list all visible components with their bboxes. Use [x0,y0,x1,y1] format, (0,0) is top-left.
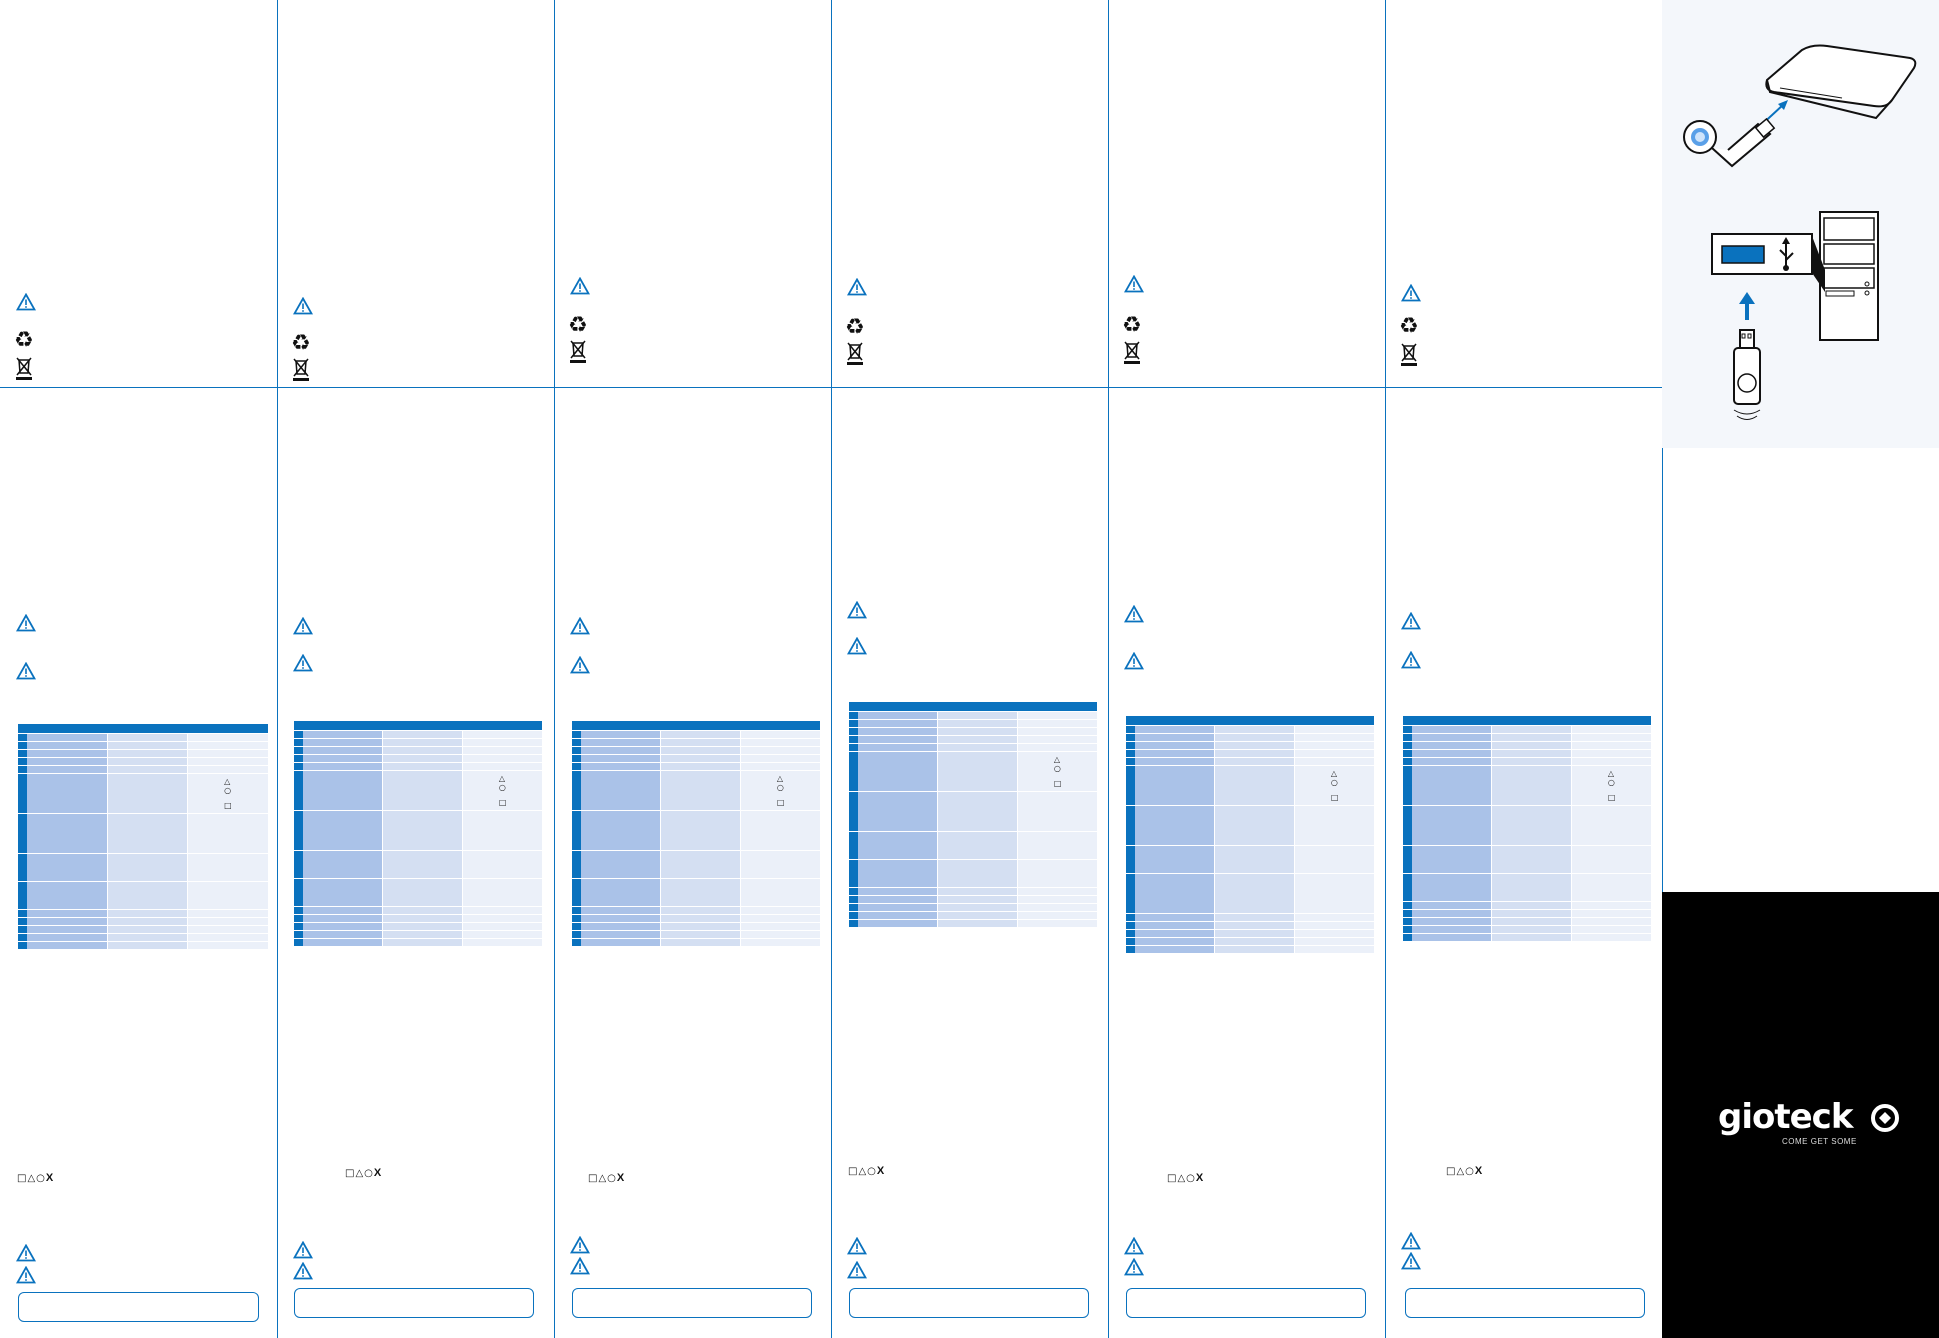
warning-triangle-icon [16,293,36,311]
button-mapping-table: △ ○ □ [294,721,542,947]
face-buttons-legend: □△○X [17,1172,55,1184]
column-divider [1385,0,1386,1338]
illustration-panel [1662,0,1939,448]
note-box [18,1292,259,1322]
recycle-icon: ♻ [1122,313,1142,338]
warning-triangle-icon [847,1261,867,1279]
warning-triangle-icon [570,656,590,674]
pc-tower-icon [1819,211,1879,341]
button-mapping-table: △ ○ □ [849,702,1097,928]
usb-stick-icon [1733,329,1761,420]
warning-triangle-icon [293,297,313,315]
crossed-bin-icon [16,357,32,380]
warning-triangle-icon [293,1262,313,1280]
warning-triangle-icon [1124,605,1144,623]
warning-triangle-icon [16,662,36,680]
triangle-symbol: △ [776,774,783,783]
console-icon [1765,44,1917,120]
circle-symbol: ○ [776,783,784,792]
warning-triangle-icon [16,614,36,632]
warning-triangle-icon [570,1236,590,1254]
recycle-icon: ♻ [291,331,311,356]
recycle-icon: ♻ [845,315,865,340]
face-buttons-legend: □△○X [848,1165,886,1177]
button-mapping-table: △ ○ □ [1403,716,1651,942]
note-box [294,1288,534,1318]
crossed-bin-icon [1124,341,1140,364]
square-symbol: □ [1053,779,1062,788]
warning-triangle-icon [16,1266,36,1284]
warning-triangle-icon [847,1237,867,1255]
square-symbol: □ [1330,793,1339,802]
circle-symbol: ○ [1330,778,1338,787]
warning-triangle-icon [293,1241,313,1259]
warning-triangle-icon [1124,1258,1144,1276]
warning-triangle-icon [847,601,867,619]
column-divider [831,0,832,1338]
circle-symbol: ○ [224,786,232,795]
warning-triangle-icon [293,654,313,672]
warning-triangle-icon [1401,284,1421,302]
button-mapping-table: △ ○ □ [1126,716,1374,954]
crossed-bin-icon [293,358,309,381]
circle-symbol: ○ [498,783,506,792]
warning-triangle-icon [847,637,867,655]
column-divider [1662,0,1663,1338]
square-symbol: □ [498,798,507,807]
note-box [1126,1288,1366,1318]
warning-triangle-icon [1401,1232,1421,1250]
face-buttons-legend: □△○X [1167,1172,1205,1184]
triangle-symbol: △ [224,777,231,786]
warning-triangle-icon [293,617,313,635]
warning-triangle-icon [847,278,867,296]
fold-line [0,387,1662,388]
button-mapping-table: △ ○ □ [572,721,820,947]
warning-triangle-icon [1124,652,1144,670]
triangle-symbol: △ [1053,755,1060,764]
gioteck-logo: gioteck COME GET SOME [1718,1097,1899,1146]
square-symbol: □ [224,801,232,810]
usb-dongle-icon [1683,117,1776,168]
warning-triangle-icon [570,1257,590,1275]
usb-icon [1711,233,1825,292]
warning-triangle-icon [1124,1237,1144,1255]
note-box [1405,1288,1645,1318]
triangle-symbol: △ [1330,769,1337,778]
warning-triangle-icon [1401,612,1421,630]
crossed-bin-icon [847,342,863,365]
column-divider [277,0,278,1338]
circle-symbol: ○ [1053,764,1061,773]
circle-symbol: ○ [1607,778,1615,787]
square-symbol: □ [1607,793,1616,802]
warning-triangle-icon [570,617,590,635]
button-mapping-table: △ ○ □ [18,724,268,950]
connection-illustration [1683,44,1917,420]
face-buttons-legend: □△○X [345,1167,383,1179]
warning-triangle-icon [16,1244,36,1262]
square-symbol: □ [776,798,785,807]
face-buttons-legend: □△○X [588,1172,626,1184]
triangle-symbol: △ [1607,769,1614,778]
column-divider [1108,0,1109,1338]
warning-triangle-icon [1401,651,1421,669]
note-box [849,1288,1089,1318]
warning-triangle-icon [570,277,590,295]
column-divider [554,0,555,1338]
logo-panel [1662,892,1939,1338]
crossed-bin-icon [1401,343,1417,366]
face-buttons-legend: □△○X [1446,1165,1484,1177]
warning-triangle-icon [1401,1252,1421,1270]
triangle-symbol: △ [498,774,505,783]
warning-triangle-icon [1124,275,1144,293]
recycle-icon: ♻ [568,313,588,338]
recycle-icon: ♻ [1399,314,1419,339]
crossed-bin-icon [570,340,586,363]
recycle-icon: ♻ [14,328,34,353]
logo-mark-icon [1871,1104,1899,1132]
note-box [572,1288,812,1318]
